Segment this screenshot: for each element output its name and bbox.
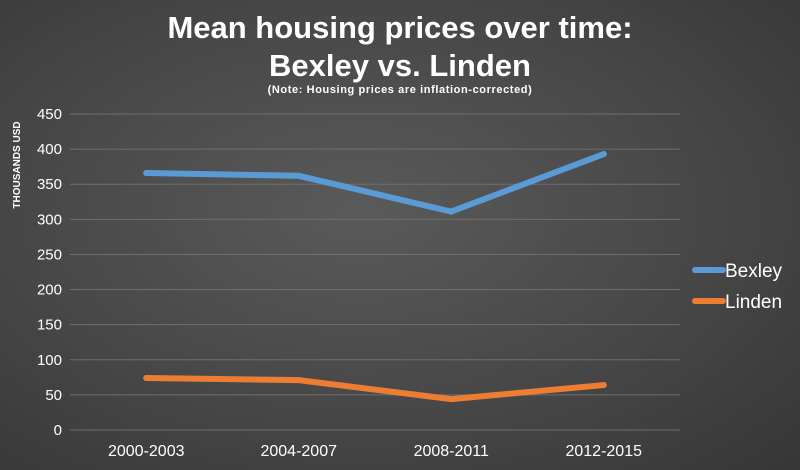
data-point-bexley-3 (448, 208, 455, 215)
chart-subtitle: (Note: Housing prices are inflation-corr… (268, 84, 533, 96)
series-layer (143, 151, 607, 403)
grid-layer (70, 113, 680, 431)
legend-label-linden: Linden (725, 292, 782, 313)
data-point-bexley-2 (295, 172, 302, 179)
y-tick-label-450: 450 (37, 106, 62, 123)
y-tick-label-100: 100 (37, 352, 62, 369)
data-point-linden-3 (448, 396, 455, 403)
x-tick-labels: 2000-2003 2004-2007 2008-2011 2012-2015 (108, 443, 642, 460)
data-point-bexley-1 (143, 169, 150, 176)
data-point-linden-2 (295, 377, 302, 384)
series-line-linden (143, 375, 607, 403)
legend: Bexley Linden (692, 261, 783, 313)
x-tick-label-2: 2004-2007 (260, 443, 337, 460)
x-tick-label-1: 2000-2003 (108, 443, 185, 460)
data-point-linden-1 (143, 375, 150, 382)
y-tick-label-400: 400 (37, 141, 62, 158)
x-tick-label-3: 2008-2011 (414, 443, 489, 460)
y-axis-label: THOUSANDS USD (12, 121, 23, 208)
y-tick-label-0: 0 (54, 422, 62, 439)
data-point-linden-4 (600, 382, 607, 389)
y-tick-label-150: 150 (37, 317, 62, 334)
y-tick-label-200: 200 (37, 282, 62, 299)
chart-title-line1: Mean housing prices over time: (167, 10, 632, 45)
y-tick-label-300: 300 (37, 211, 62, 228)
x-tick-label-4: 2012-2015 (565, 443, 642, 460)
y-tick-label-50: 50 (45, 387, 62, 404)
y-tick-label-350: 350 (37, 176, 62, 193)
series-line-bexley (143, 151, 607, 215)
y-tick-labels: 0 50 100 150 200 250 300 350 400 450 (37, 106, 62, 439)
data-point-bexley-4 (600, 151, 607, 158)
y-tick-label-250: 250 (37, 246, 62, 263)
legend-label-bexley: Bexley (725, 261, 783, 282)
chart-title-line2: Bexley vs. Linden (269, 48, 531, 83)
